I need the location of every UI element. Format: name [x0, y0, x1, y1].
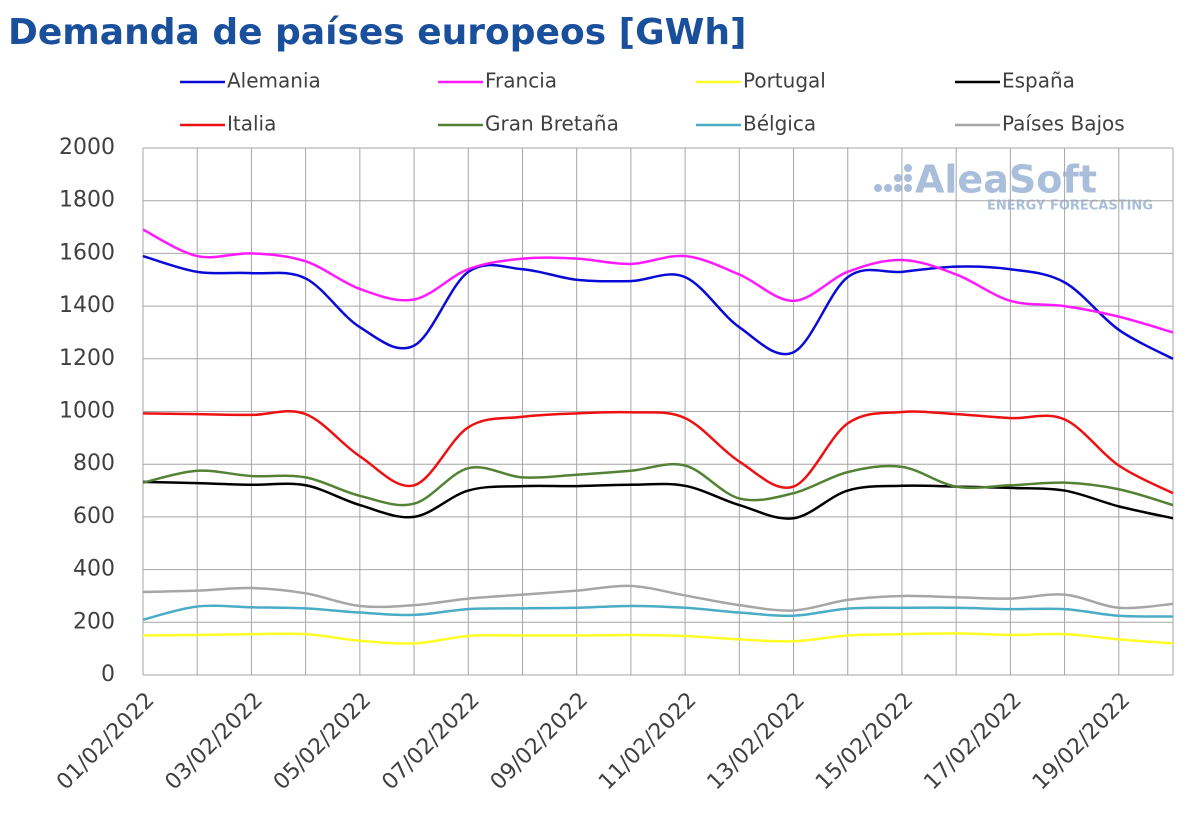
watermark-dot [904, 174, 912, 182]
y-tick-label: 2000 [59, 135, 115, 160]
x-tick-label: 17/02/2022 [920, 688, 1027, 795]
x-tick-label: 19/02/2022 [1028, 688, 1135, 795]
watermark-dot [904, 184, 912, 192]
series-line [142, 604, 1174, 621]
x-tick-label: 11/02/2022 [594, 688, 701, 795]
series-line [142, 584, 1174, 612]
y-tick-label: 200 [73, 609, 115, 634]
x-tick-label: 05/02/2022 [269, 688, 376, 795]
series-line [142, 254, 1174, 360]
legend-label: Gran Bretaña [485, 112, 619, 136]
series-line [142, 228, 1174, 334]
y-tick-label: 1400 [59, 293, 115, 318]
x-tick-label: 13/02/2022 [703, 688, 810, 795]
legend-label: Países Bajos [1002, 112, 1125, 136]
y-tick-label: 0 [101, 662, 115, 687]
legend-label: España [1002, 69, 1075, 93]
x-tick-label: 03/02/2022 [161, 688, 268, 795]
y-tick-label: 1800 [59, 188, 115, 213]
series-line [142, 632, 1174, 645]
watermark-dot [884, 184, 892, 192]
chart-title: Demanda de países europeos [GWh] [8, 12, 746, 53]
legend-label: Francia [485, 69, 557, 93]
watermark-name: AleaSoft [915, 158, 1097, 202]
y-tick-label: 1600 [59, 240, 115, 265]
legend-label: Italia [227, 112, 276, 136]
watermark-dot [894, 184, 902, 192]
x-tick-label: 09/02/2022 [486, 688, 593, 795]
y-tick-label: 600 [73, 504, 115, 529]
legend-label: Alemania [227, 69, 321, 93]
series-line [142, 462, 1174, 507]
y-tick-label: 400 [73, 557, 115, 582]
legend-label: Portugal [743, 69, 826, 93]
y-tick-label: 800 [73, 451, 115, 476]
watermark-dot [894, 174, 902, 182]
watermark-tagline: ENERGY FORECASTING [987, 199, 1153, 214]
watermark-dot [904, 164, 912, 172]
watermark-dot [874, 184, 882, 192]
series-line [142, 480, 1174, 520]
x-tick-label: 01/02/2022 [52, 688, 159, 795]
y-tick-label: 1200 [59, 346, 115, 371]
legend-label: Bélgica [743, 112, 816, 136]
x-tick-label: 15/02/2022 [811, 688, 918, 795]
series-line [142, 410, 1174, 495]
y-tick-label: 1000 [59, 399, 115, 424]
x-tick-label: 07/02/2022 [377, 688, 484, 795]
